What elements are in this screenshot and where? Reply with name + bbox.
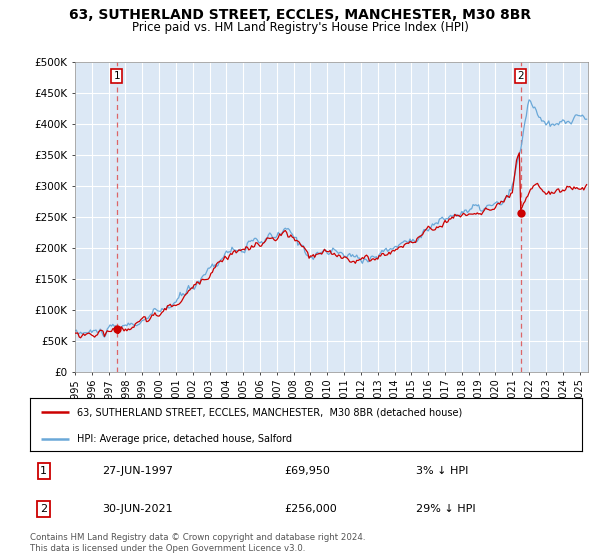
Text: Price paid vs. HM Land Registry's House Price Index (HPI): Price paid vs. HM Land Registry's House … xyxy=(131,21,469,34)
Text: 63, SUTHERLAND STREET, ECCLES, MANCHESTER,  M30 8BR (detached house): 63, SUTHERLAND STREET, ECCLES, MANCHESTE… xyxy=(77,408,462,418)
Text: 30-JUN-2021: 30-JUN-2021 xyxy=(102,504,172,514)
Text: 2: 2 xyxy=(40,504,47,514)
Text: 1: 1 xyxy=(113,71,120,81)
Text: 63, SUTHERLAND STREET, ECCLES, MANCHESTER, M30 8BR: 63, SUTHERLAND STREET, ECCLES, MANCHESTE… xyxy=(69,8,531,22)
Text: £69,950: £69,950 xyxy=(284,466,330,476)
Text: Contains HM Land Registry data © Crown copyright and database right 2024.
This d: Contains HM Land Registry data © Crown c… xyxy=(30,533,365,553)
Text: 29% ↓ HPI: 29% ↓ HPI xyxy=(416,504,476,514)
Text: 27-JUN-1997: 27-JUN-1997 xyxy=(102,466,173,476)
Text: 1: 1 xyxy=(40,466,47,476)
Text: £256,000: £256,000 xyxy=(284,504,337,514)
Text: HPI: Average price, detached house, Salford: HPI: Average price, detached house, Salf… xyxy=(77,434,292,444)
Text: 3% ↓ HPI: 3% ↓ HPI xyxy=(416,466,469,476)
Text: 2: 2 xyxy=(517,71,524,81)
